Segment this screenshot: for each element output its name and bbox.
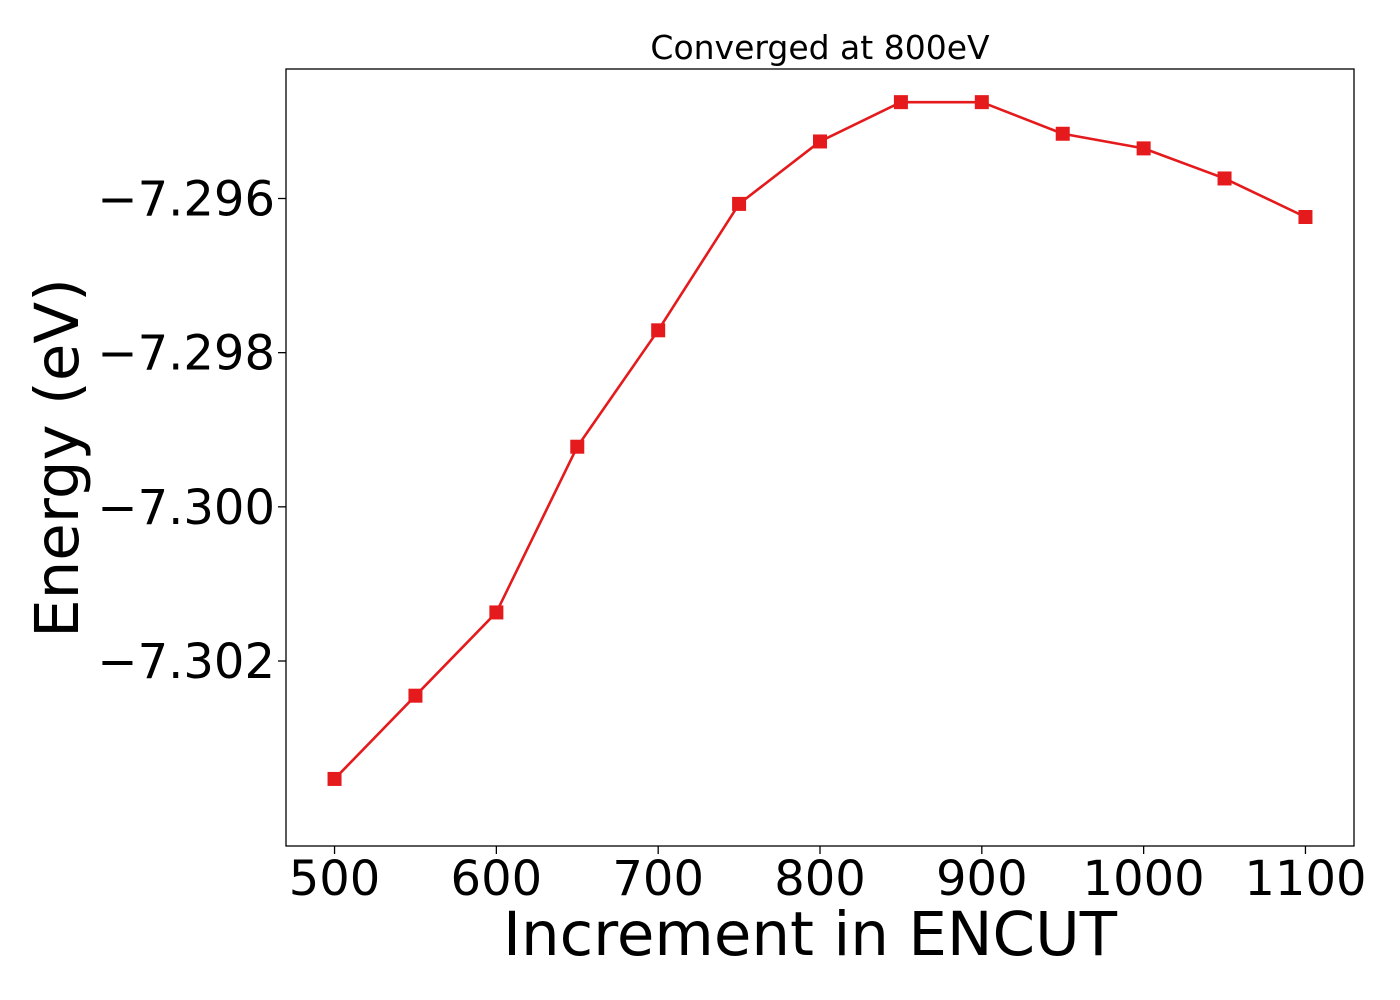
x-tick-label: 500 [289,851,381,907]
data-point-marker [570,439,585,454]
data-point-marker [732,196,747,211]
plot-frame [285,68,1355,847]
data-point-marker [489,605,504,620]
data-point-marker [1217,171,1232,186]
data-point-marker [1055,126,1070,141]
x-tick-label: 600 [451,851,543,907]
data-point-marker [893,95,908,110]
x-axis-ticks: 500 600 700 800 900 1000 1100 [289,846,1367,907]
x-tick-label: 800 [774,851,866,907]
x-axis-label: Increment in ENCUT [503,899,1118,970]
y-tick-label: −7.300 [97,480,275,536]
y-axis-label: Energy (eV) [22,278,93,638]
data-point-marker [651,323,666,338]
y-tick-label: −7.298 [97,326,275,382]
data-point-marker [974,95,989,110]
x-tick-label: 1100 [1244,851,1366,907]
data-point-marker [1298,210,1313,224]
chart-title: Converged at 800eV [650,28,990,67]
x-tick-label: 900 [936,851,1028,907]
plot-series [327,95,1313,786]
data-point-marker [408,688,423,703]
data-point-marker [813,134,827,149]
y-axis-ticks: −7.302 −7.300 −7.298 −7.296 [97,172,286,690]
x-tick-label: 1000 [1083,851,1205,907]
x-tick-label: 700 [612,851,704,907]
data-point-marker [327,771,342,786]
y-tick-label: −7.296 [97,172,275,228]
y-tick-label: −7.302 [97,634,275,690]
data-point-marker [1136,141,1151,156]
series-line [333,100,1307,780]
